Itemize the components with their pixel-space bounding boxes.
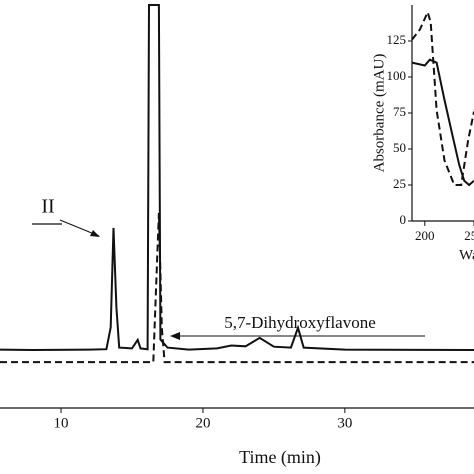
y-tick-label: 75 [393, 104, 406, 119]
arrow-head [170, 332, 180, 340]
x-axis-label: Time (min) [239, 447, 321, 468]
y-tick-label: 125 [387, 32, 407, 47]
annotation: II [41, 196, 54, 218]
x-tick-label: 10 [54, 415, 69, 431]
x-tick-label: 30 [337, 415, 352, 431]
y-tick-label: 100 [387, 68, 407, 83]
line [0, 212, 474, 364]
x-tick-label: 250 [464, 228, 474, 243]
inset-background [412, 5, 474, 221]
x-axis-label: Wavelength (nm) [459, 247, 474, 263]
x-tick-label: 200 [415, 228, 435, 243]
y-axis-label: Absorbance (mAU) [371, 54, 387, 173]
line [411, 9, 474, 186]
annotation: 5,7-Dihydroxyflavone [224, 313, 376, 332]
y-tick-label: 50 [393, 140, 406, 155]
line [411, 58, 474, 187]
arrow-head [90, 230, 100, 237]
x-tick-label: 20 [195, 415, 210, 431]
y-tick-label: 25 [393, 176, 406, 191]
line [0, 4, 474, 352]
y-tick-label: 0 [400, 212, 407, 227]
